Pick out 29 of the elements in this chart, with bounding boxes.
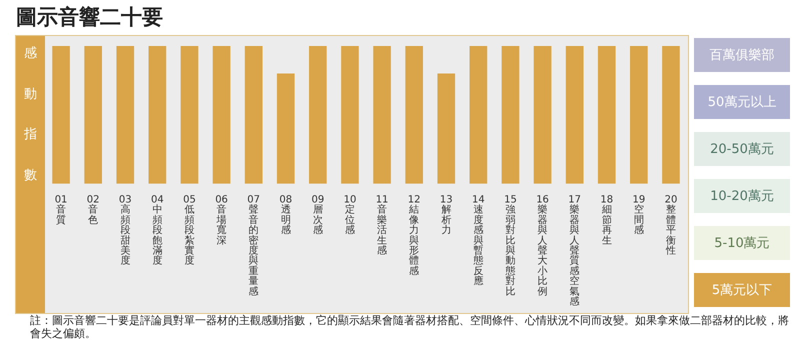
x-tick-label: 20 整體平衡性 xyxy=(664,194,678,256)
text: 20-50萬元 xyxy=(694,132,790,166)
x-tick-label: 03 高頻段甜美度 xyxy=(118,194,132,267)
x-tick-label: 12 結像力與形體感 xyxy=(408,194,421,277)
category-label: 16 樂器與人聲大小比例 xyxy=(536,194,549,298)
x-tick-label: 04 中頻段飽滿度 xyxy=(150,194,164,267)
x-tick-label: 02 音色 xyxy=(86,194,100,226)
category-label: 07 聲音的密度與重量感 xyxy=(247,194,260,298)
x-tick-label: 19 空間感 xyxy=(632,194,646,236)
text: 百萬俱樂部 xyxy=(694,38,790,72)
text: 感動指數 xyxy=(24,46,37,183)
category-label: 14 速度感與暫態反應 xyxy=(472,194,485,288)
text: 5-10萬元 xyxy=(694,226,790,260)
x-tick-label: 13 解析力 xyxy=(440,194,453,236)
x-tick-label: 01 音質 xyxy=(54,194,68,226)
x-tick-label: 09 層次感 xyxy=(311,194,324,236)
x-tick-label: 06 音場寬深 xyxy=(215,194,228,246)
x-tick-label: 05 低頻段紮實度 xyxy=(183,194,196,267)
chart-title: 圖示音響二十要 xyxy=(16,4,163,31)
text: 50萬元以上 xyxy=(694,85,790,119)
x-tick-label: 10 定位感 xyxy=(344,194,356,236)
x-tick-label: 08 透明感 xyxy=(279,194,292,236)
text: 註：圖示音響二十要是評論員對單一器材的主觀感動指數，它的顯示結果會隨著器材搭配、空間條件、心情狀況不同而改變。如果拿來做二部器材的比較，將會失之偏頗。 xyxy=(30,314,790,340)
text: 5萬元以下 xyxy=(694,273,790,307)
text: 10-20萬元 xyxy=(694,179,790,213)
x-tick-label: 18 細節再生 xyxy=(600,194,614,246)
x-tick-label: 11 音樂活生感 xyxy=(376,194,388,256)
category-label: 15 強弱對比與動態對比 xyxy=(504,194,517,298)
category-label: 17 樂器與人聲質感空氣感 xyxy=(568,194,582,308)
